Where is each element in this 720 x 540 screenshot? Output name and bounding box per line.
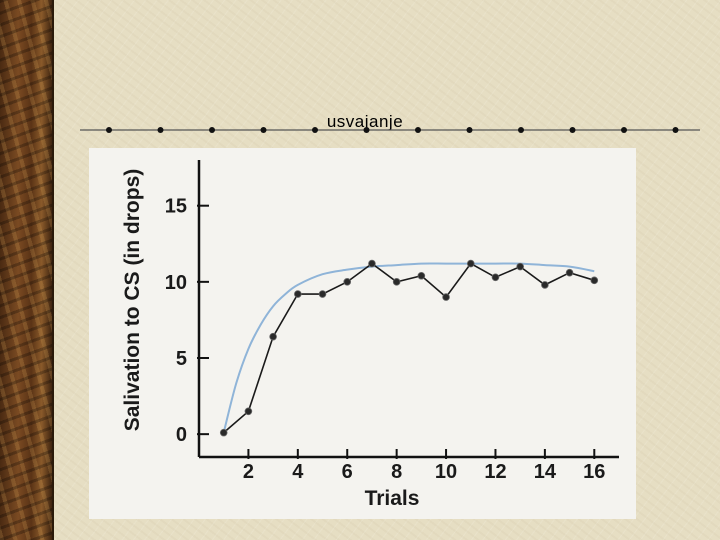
x-tick-label: 16 bbox=[583, 461, 605, 483]
rule-dot bbox=[157, 127, 164, 133]
rule-dot bbox=[415, 127, 421, 133]
data-point bbox=[516, 262, 524, 271]
data-point bbox=[343, 278, 352, 286]
x-tick-label: 14 bbox=[534, 461, 557, 483]
x-axis-label: Trials bbox=[365, 487, 420, 510]
data-point bbox=[466, 259, 475, 268]
slide-title: usvajanje bbox=[326, 112, 404, 131]
data-point bbox=[491, 273, 500, 282]
rule-dot bbox=[466, 127, 473, 133]
y-axis-label: Salivation to CS (in drops) bbox=[121, 169, 144, 432]
salivation-chart: 0 5 10 15 2 4 6 8 10 12 14 16 Salivation to CS (in … bbox=[121, 160, 619, 510]
x-tick-label: 6 bbox=[342, 461, 353, 483]
data-point bbox=[368, 259, 376, 268]
title-underline-rule bbox=[80, 127, 700, 133]
data-point bbox=[244, 407, 253, 416]
rule-dot bbox=[363, 127, 370, 133]
y-tick-label: 10 bbox=[165, 272, 187, 294]
rule-dot bbox=[260, 127, 267, 133]
data-line bbox=[223, 262, 595, 434]
y-tick-label: 15 bbox=[165, 196, 187, 218]
decorative-side-strip bbox=[0, 0, 52, 540]
rule-dot bbox=[518, 127, 524, 133]
data-point bbox=[318, 290, 327, 298]
data-point bbox=[417, 271, 426, 280]
data-point bbox=[590, 276, 599, 285]
axes bbox=[197, 160, 619, 459]
data-point bbox=[565, 268, 574, 277]
rule-dot bbox=[312, 127, 318, 133]
x-tick-label: 10 bbox=[435, 461, 457, 483]
x-tick-label: 4 bbox=[292, 461, 304, 483]
fitted-curve bbox=[222, 262, 595, 433]
x-tick-label: 2 bbox=[243, 461, 254, 483]
data-point bbox=[219, 428, 228, 437]
data-point bbox=[269, 332, 277, 341]
data-point bbox=[294, 290, 302, 298]
data-point bbox=[392, 278, 401, 286]
rule-dot bbox=[569, 127, 576, 133]
y-tick-label: 0 bbox=[176, 424, 187, 446]
x-tick-label: 8 bbox=[391, 461, 402, 483]
data-point bbox=[541, 281, 549, 289]
rule-dot bbox=[209, 127, 215, 133]
y-tick-label: 5 bbox=[176, 348, 187, 370]
rule-dot bbox=[621, 127, 627, 133]
chart-panel: 0 5 10 15 2 4 6 8 10 12 14 16 Salivation to CS (in … bbox=[89, 148, 636, 519]
rule-dot bbox=[106, 127, 112, 133]
side-strip-divider bbox=[52, 0, 54, 540]
rule-dot bbox=[672, 127, 679, 133]
x-tick-label: 12 bbox=[484, 461, 506, 483]
data-point bbox=[442, 293, 450, 301]
